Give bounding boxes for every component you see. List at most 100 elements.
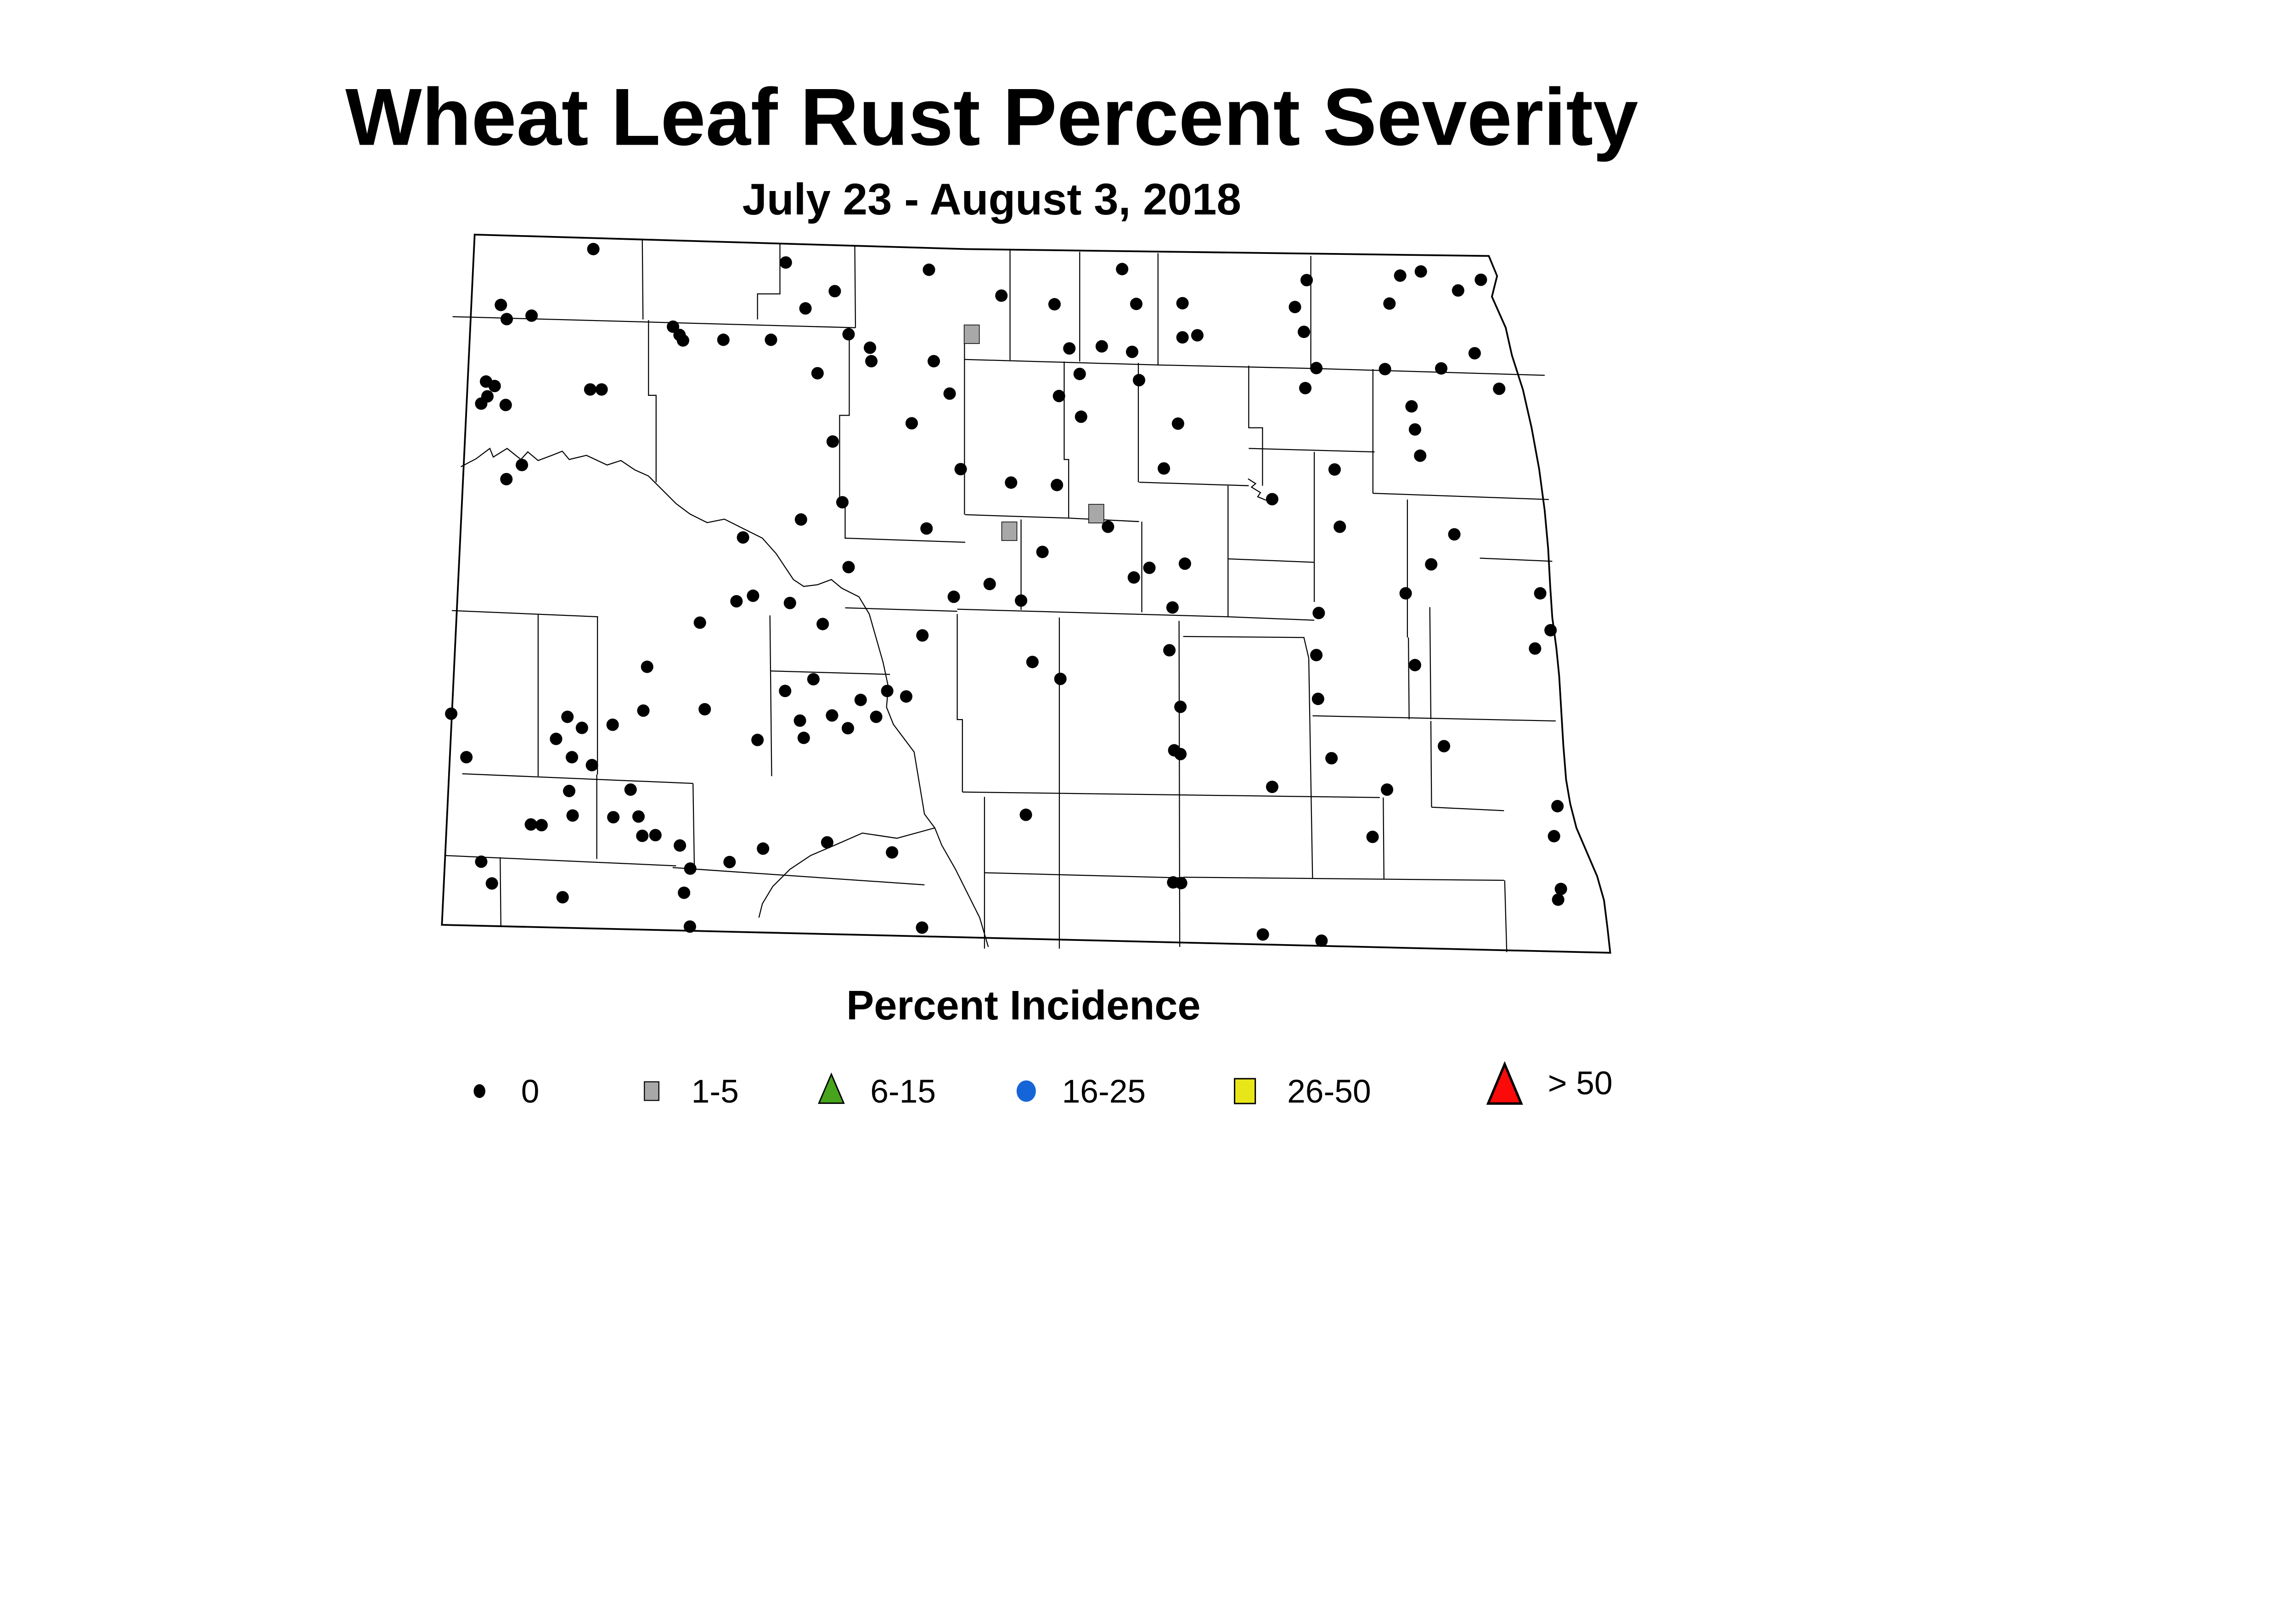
map-point-zero — [1435, 362, 1448, 375]
map-point-zero — [1414, 265, 1427, 278]
legend-label-gt50: > 50 — [1548, 1065, 1613, 1102]
figure-page: Wheat Leaf Rust Percent Severity July 23… — [345, 72, 1638, 1110]
map-point-zero — [1298, 326, 1311, 338]
map-point-zero — [1310, 649, 1323, 662]
map-point-zero — [1328, 463, 1341, 476]
map-point-zero — [1289, 301, 1301, 314]
map-point-zero — [1175, 877, 1187, 889]
map-point-zero — [1325, 752, 1338, 765]
map-point-zero — [584, 383, 597, 396]
map-point-zero — [607, 811, 620, 824]
legend-label-26-50: 26-50 — [1287, 1073, 1371, 1110]
map-point-zero — [1036, 546, 1049, 558]
map-point-zero — [488, 380, 501, 393]
map-point-zero — [1174, 748, 1187, 760]
map-point-zero — [561, 710, 574, 723]
map-point-zero — [1266, 780, 1278, 794]
map-point-zero — [683, 920, 696, 933]
map-point-zero — [678, 886, 691, 899]
map-point-zero — [475, 855, 488, 868]
map-point-zero — [826, 709, 838, 722]
legend-marker-6-15-triangle-icon — [818, 1072, 845, 1104]
map-point-zero — [1315, 934, 1328, 947]
map-point-zero — [1191, 329, 1204, 342]
map-point-zero — [1166, 601, 1179, 614]
map-point-zero — [765, 333, 777, 346]
map-point-zero — [1438, 740, 1451, 753]
map-figure-canvas: Wheat Leaf Rust Percent Severity July 23… — [345, 72, 1638, 1110]
map-point-zero — [943, 387, 956, 400]
map-point-zero — [1052, 389, 1065, 402]
map-point-zero — [1143, 561, 1156, 574]
map-point-zero — [927, 355, 940, 368]
map-point-zero — [495, 298, 507, 311]
map-point-zero — [1379, 363, 1391, 376]
page-subtitle: July 23 - August 3, 2018 — [742, 175, 1241, 224]
map-point-zero — [1102, 520, 1114, 533]
map-point-zero — [1130, 298, 1142, 310]
map-point-zero — [1544, 624, 1557, 636]
map-point-zero — [1394, 269, 1407, 282]
map-point-zero — [1176, 331, 1189, 344]
map-point-zero — [717, 333, 730, 346]
map-point-zero — [1174, 700, 1187, 713]
map-point-zero — [1054, 672, 1067, 685]
map-point-one-to-five — [1001, 521, 1018, 541]
state-border — [441, 233, 1611, 954]
survey-points-layer — [445, 242, 1567, 947]
map-point-zero — [1015, 594, 1028, 607]
map-point-zero — [1408, 423, 1421, 436]
map-point-zero — [807, 673, 820, 686]
map-point-zero — [783, 597, 796, 609]
map-point-zero — [1132, 374, 1145, 387]
map-point-zero — [1551, 800, 1564, 813]
map-point-zero — [1310, 362, 1323, 375]
map-point-zero — [1452, 284, 1464, 297]
map-point-zero — [1474, 273, 1487, 286]
map-point-zero — [900, 690, 912, 703]
map-point-zero — [1534, 587, 1547, 600]
map-point-zero — [1554, 883, 1567, 895]
map-point-zero — [1414, 449, 1427, 462]
map-point-zero — [1300, 274, 1313, 287]
map-point-zero — [1048, 298, 1061, 311]
map-point-zero — [1448, 528, 1461, 541]
map-point-zero — [485, 877, 498, 890]
legend-label-0: 0 — [521, 1073, 540, 1110]
map-point-zero — [1312, 607, 1325, 619]
map-point-zero — [1408, 659, 1421, 671]
map-point-zero — [905, 417, 918, 430]
map-point-zero — [1125, 345, 1138, 358]
map-point-one-to-five — [1088, 504, 1104, 524]
map-point-zero — [1468, 347, 1481, 360]
map-point-zero — [667, 320, 680, 333]
legend-marker-26-50-square-icon — [1234, 1078, 1256, 1104]
map-point-zero — [1552, 893, 1564, 906]
map-point-zero — [595, 383, 608, 396]
map-point-zero — [500, 313, 513, 326]
map-point-zero — [1073, 367, 1086, 380]
map-point-zero — [842, 561, 855, 574]
map-point-zero — [649, 829, 662, 842]
map-point-zero — [737, 531, 749, 544]
map-point-zero — [811, 367, 824, 380]
map-point-zero — [828, 285, 841, 298]
map-point-zero — [947, 591, 960, 603]
map-point-zero — [445, 707, 458, 720]
map-point-zero — [1127, 571, 1140, 584]
map-point-zero — [757, 842, 770, 855]
map-point-zero — [1026, 656, 1039, 669]
map-point-zero — [1425, 558, 1438, 571]
map-point-zero — [723, 856, 736, 868]
map-point-zero — [1529, 642, 1542, 655]
map-point-zero — [606, 718, 619, 731]
map-point-zero — [684, 862, 697, 875]
legend-label-1-5: 1-5 — [692, 1073, 739, 1110]
map-point-zero — [1019, 808, 1032, 821]
map-point-zero — [1383, 297, 1396, 310]
map-point-zero — [1548, 830, 1560, 843]
map-point-zero — [995, 289, 1008, 302]
legend-label-6-15: 6-15 — [870, 1073, 936, 1110]
map-legend: Percent Incidence 0 1-5 6-15 16-25 26-50… — [473, 982, 1613, 1110]
map-point-zero — [535, 819, 548, 832]
